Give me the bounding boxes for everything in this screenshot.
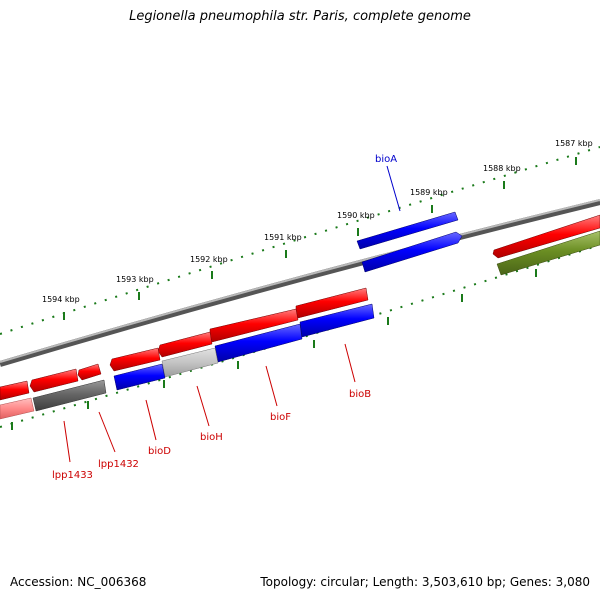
inner-ruler-major-ticks	[11, 269, 537, 430]
gene-label-lpp1433[interactable]: lpp1433	[52, 470, 93, 481]
gene-label-bioA[interactable]: bioA	[375, 154, 397, 165]
gene-arrow-bioD[interactable]	[109, 347, 161, 372]
outer-ruler	[0, 146, 600, 335]
tick-label-1588: 1588 kbp	[483, 164, 521, 173]
gene-arrow-lpp1433[interactable]	[29, 368, 79, 393]
leader-bioD	[145, 399, 157, 441]
gene-arrow-left-edge[interactable]	[0, 380, 30, 401]
tick-label-1594: 1594 kbp	[42, 295, 80, 304]
leader-lpp1432	[98, 411, 116, 453]
outer-ruler-major-ticks	[63, 157, 577, 320]
tick-label-1591: 1591 kbp	[264, 233, 302, 242]
cds-bioB[interactable]	[299, 303, 375, 338]
cds-bioD[interactable]	[113, 363, 166, 391]
label-leaders	[63, 165, 401, 463]
gene-arrow-bioA[interactable]	[356, 211, 459, 250]
gene-arrow-bioA-2[interactable]	[361, 231, 463, 273]
leader-lpp1433	[63, 420, 71, 463]
genome-summary: Topology: circular; Length: 3,503,610 bp…	[260, 575, 590, 589]
gene-label-bioF[interactable]: bioF	[270, 412, 291, 423]
leader-bioB	[344, 343, 356, 383]
cds-bioF[interactable]	[214, 323, 303, 363]
leader-bioF	[265, 365, 278, 407]
gene-label-lpp1432[interactable]: lpp1432	[98, 459, 139, 470]
inner-ruler-track	[0, 244, 600, 428]
leader-bioH	[196, 385, 210, 427]
outer-ruler-track	[0, 146, 600, 335]
gene-arrow-lpp1432[interactable]	[77, 363, 102, 381]
gene-arrow-right-red[interactable]	[492, 214, 600, 259]
accession-label: Accession: NC_006368	[10, 575, 147, 589]
cds-lpp1433[interactable]	[0, 397, 35, 420]
gene-labels: bioA bioB bioF bioH bioD lpp1432 lpp1433	[52, 154, 397, 481]
cds-lpp1432[interactable]	[32, 379, 107, 412]
gene-label-bioD[interactable]: bioD	[148, 446, 171, 457]
lower-strand-features	[0, 303, 375, 420]
tick-label-1590: 1590 kbp	[337, 211, 375, 220]
gene-bioA-group[interactable]	[356, 211, 463, 273]
gene-label-bioH[interactable]: bioH	[200, 432, 223, 443]
tick-label-1589: 1589 kbp	[410, 188, 448, 197]
tick-label-1593: 1593 kbp	[116, 275, 154, 284]
ruler-tick-labels: 1587 kbp 1588 kbp 1589 kbp 1590 kbp 1591…	[42, 139, 593, 304]
gene-label-bioB[interactable]: bioB	[349, 389, 371, 400]
genome-backbone-highlight	[0, 199, 600, 363]
tick-label-1592: 1592 kbp	[190, 255, 228, 264]
tick-label-1587: 1587 kbp	[555, 139, 593, 148]
map-title: Legionella pneumophila str. Paris, compl…	[129, 9, 471, 24]
forward-strand-genes	[0, 287, 369, 401]
feature-right-olive[interactable]	[496, 230, 600, 276]
cds-bioH[interactable]	[161, 347, 219, 378]
leader-bioA	[386, 165, 401, 212]
genome-backbone	[0, 199, 600, 367]
inner-ruler	[0, 244, 600, 428]
